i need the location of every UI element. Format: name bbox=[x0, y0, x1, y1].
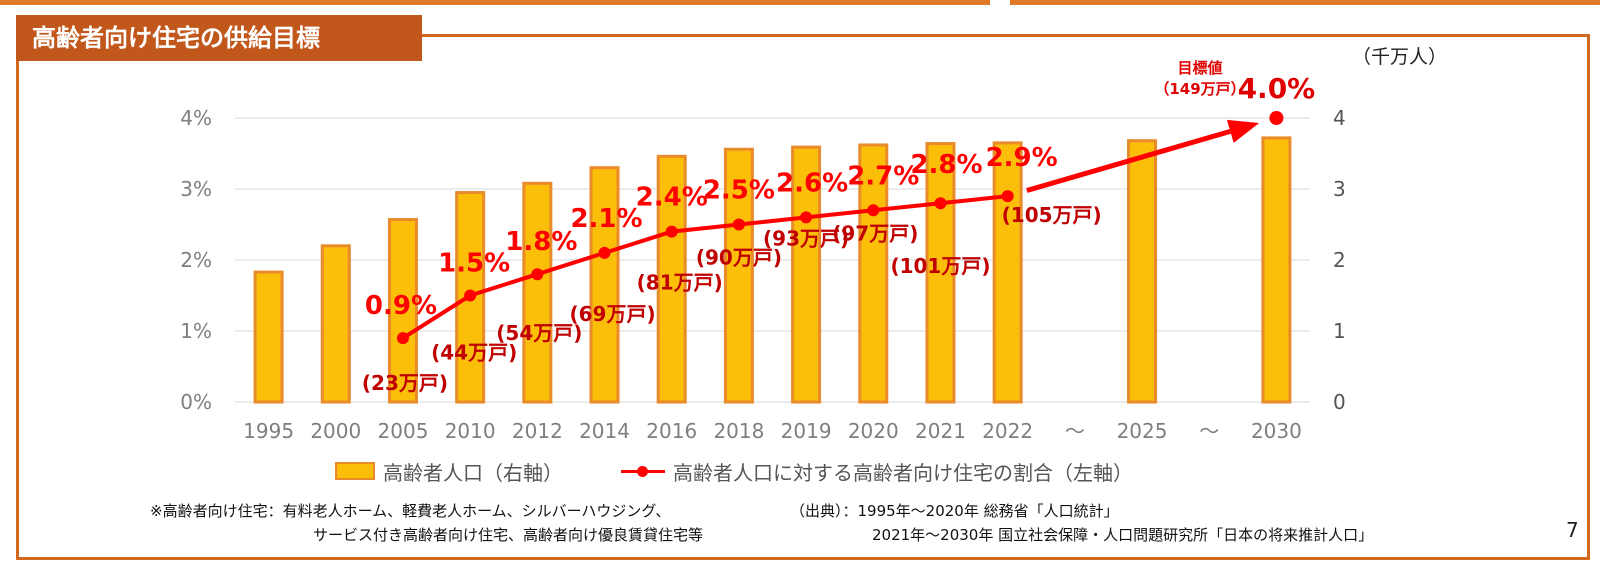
legend-bar-label: 高齢者人口（右軸） bbox=[383, 460, 563, 485]
bar bbox=[589, 166, 620, 404]
x-tick-label: 2018 bbox=[713, 419, 764, 443]
line-path bbox=[401, 194, 1008, 340]
line-marker bbox=[396, 332, 409, 345]
x-tick-label: 2016 bbox=[646, 419, 697, 443]
bar bbox=[858, 143, 889, 404]
note-right-line2: 2021年～2030年 国立社会保障・人口問題研究所「日本の将来推計人口」 bbox=[872, 526, 1374, 544]
count-label: (69万戸) bbox=[569, 302, 655, 326]
count-label: (54万戸) bbox=[496, 321, 582, 345]
legend-bar-swatch bbox=[335, 462, 375, 480]
pct-label: 2.6% bbox=[776, 168, 848, 198]
line-marker bbox=[665, 225, 678, 238]
target-sub-label: （149万戸） bbox=[1154, 80, 1245, 98]
line-marker bbox=[464, 289, 477, 302]
line-marker bbox=[867, 204, 880, 217]
line-marker bbox=[732, 218, 745, 231]
pct-label: 2.7% bbox=[847, 161, 919, 191]
line-marker bbox=[934, 197, 947, 210]
line-marker bbox=[1001, 190, 1014, 203]
count-label: (44万戸) bbox=[431, 341, 517, 365]
pct-label: 0.9% bbox=[365, 291, 437, 321]
x-tick-label: 2010 bbox=[445, 419, 496, 443]
left-axis-tick: 2% bbox=[180, 248, 212, 272]
bar bbox=[992, 141, 1023, 404]
top-accent-line-right bbox=[1010, 0, 1600, 5]
left-axis-tick: 0% bbox=[180, 390, 212, 414]
x-tick-label: ～ bbox=[1199, 419, 1219, 443]
target-arrow-shaft bbox=[1026, 128, 1232, 193]
count-label: (90万戸) bbox=[696, 246, 782, 270]
line-marker bbox=[800, 211, 813, 224]
line-marker bbox=[598, 246, 611, 259]
pct-label: 1.5% bbox=[438, 249, 510, 279]
page-number: 7 bbox=[1566, 518, 1579, 542]
bar bbox=[387, 218, 418, 404]
x-tick-label: 2020 bbox=[848, 419, 899, 443]
pct-label: 2.5% bbox=[703, 176, 775, 206]
target-arrow-head bbox=[1226, 119, 1260, 143]
x-tick-label: 2005 bbox=[378, 419, 429, 443]
x-tick-label: 2025 bbox=[1117, 419, 1168, 443]
left-axis-tick: 1% bbox=[180, 319, 212, 343]
count-label: (101万戸) bbox=[890, 254, 990, 278]
x-tick-label: 2012 bbox=[512, 419, 563, 443]
bar bbox=[1261, 136, 1292, 404]
count-label: (81万戸) bbox=[637, 271, 723, 295]
line-marker bbox=[531, 268, 544, 281]
right-axis-tick: 1 bbox=[1333, 319, 1346, 343]
note-left-line1: ※高齢者向け住宅：有料老人ホーム、軽費老人ホーム、シルバーハウジング、 bbox=[150, 502, 671, 520]
bar bbox=[320, 244, 351, 404]
slide-frame bbox=[16, 34, 1590, 560]
legend: 高齢者人口（右軸） 高齢者人口に対する高齢者向け住宅の割合（左軸） bbox=[335, 457, 1133, 485]
right-axis-tick: 3 bbox=[1333, 177, 1346, 201]
x-tick-label: 2030 bbox=[1251, 419, 1302, 443]
right-axis-tick: 4 bbox=[1333, 106, 1346, 130]
bar bbox=[925, 142, 956, 404]
pct-label: 4.0% bbox=[1238, 72, 1316, 105]
right-axis-tick: 0 bbox=[1333, 390, 1346, 414]
x-tick-label: ～ bbox=[1065, 419, 1085, 443]
x-tick-label: 2021 bbox=[915, 419, 966, 443]
count-label: (97万戸) bbox=[832, 221, 918, 245]
pct-label: 2.1% bbox=[570, 204, 642, 234]
x-tick-label: 2022 bbox=[982, 419, 1033, 443]
count-label: (93万戸) bbox=[763, 226, 849, 250]
pct-label: 1.8% bbox=[505, 227, 577, 257]
bar-series bbox=[253, 136, 1292, 404]
x-tick-label: 2000 bbox=[310, 419, 361, 443]
pct-label: 2.8% bbox=[910, 150, 982, 180]
count-label: (23万戸) bbox=[362, 371, 448, 395]
right-axis-tick: 2 bbox=[1333, 248, 1346, 272]
left-axis-tick: 3% bbox=[180, 177, 212, 201]
x-tick-label: 1995 bbox=[243, 419, 294, 443]
slide-title: 高齢者向け住宅の供給目標 bbox=[16, 15, 422, 61]
line-series bbox=[396, 111, 1284, 345]
bar bbox=[656, 154, 687, 404]
count-label: (105万戸) bbox=[1002, 203, 1102, 227]
bar bbox=[522, 181, 553, 404]
right-axis-unit: （千万人） bbox=[1352, 46, 1447, 68]
x-tick-label: 2019 bbox=[781, 419, 832, 443]
bar bbox=[253, 270, 284, 404]
x-tick-label: 2014 bbox=[579, 419, 630, 443]
line-marker bbox=[1269, 111, 1284, 125]
pct-label: 2.9% bbox=[986, 143, 1058, 173]
note-right-line1: （出典）：1995年～2020年 総務省「人口統計」 bbox=[790, 502, 1119, 520]
bar bbox=[1127, 139, 1158, 404]
target-label: 目標値 bbox=[1177, 59, 1222, 77]
left-axis-tick: 4% bbox=[180, 106, 212, 130]
axes: （千万人） 0% 1% 2% 3% 4% 0 1 2 3 4 1995 2000 2005 2010 201… bbox=[180, 46, 1447, 443]
note-left-line2: サービス付き高齢者向け住宅、高齢者向け優良賃貸住宅等 bbox=[313, 526, 704, 544]
data-labels: 目標値 （149万戸） 0.9%1.5%1.8%2.1%2.4%2.5% 2.6%… bbox=[362, 59, 1315, 395]
legend-line-swatch bbox=[621, 462, 665, 480]
pct-label: 2.4% bbox=[636, 183, 708, 213]
bar bbox=[791, 145, 822, 404]
legend-line-label: 高齢者人口に対する高齢者向け住宅の割合（左軸） bbox=[673, 460, 1133, 485]
top-accent-line-left bbox=[0, 0, 990, 5]
legend-line-marker bbox=[637, 466, 648, 477]
bar bbox=[723, 147, 754, 404]
